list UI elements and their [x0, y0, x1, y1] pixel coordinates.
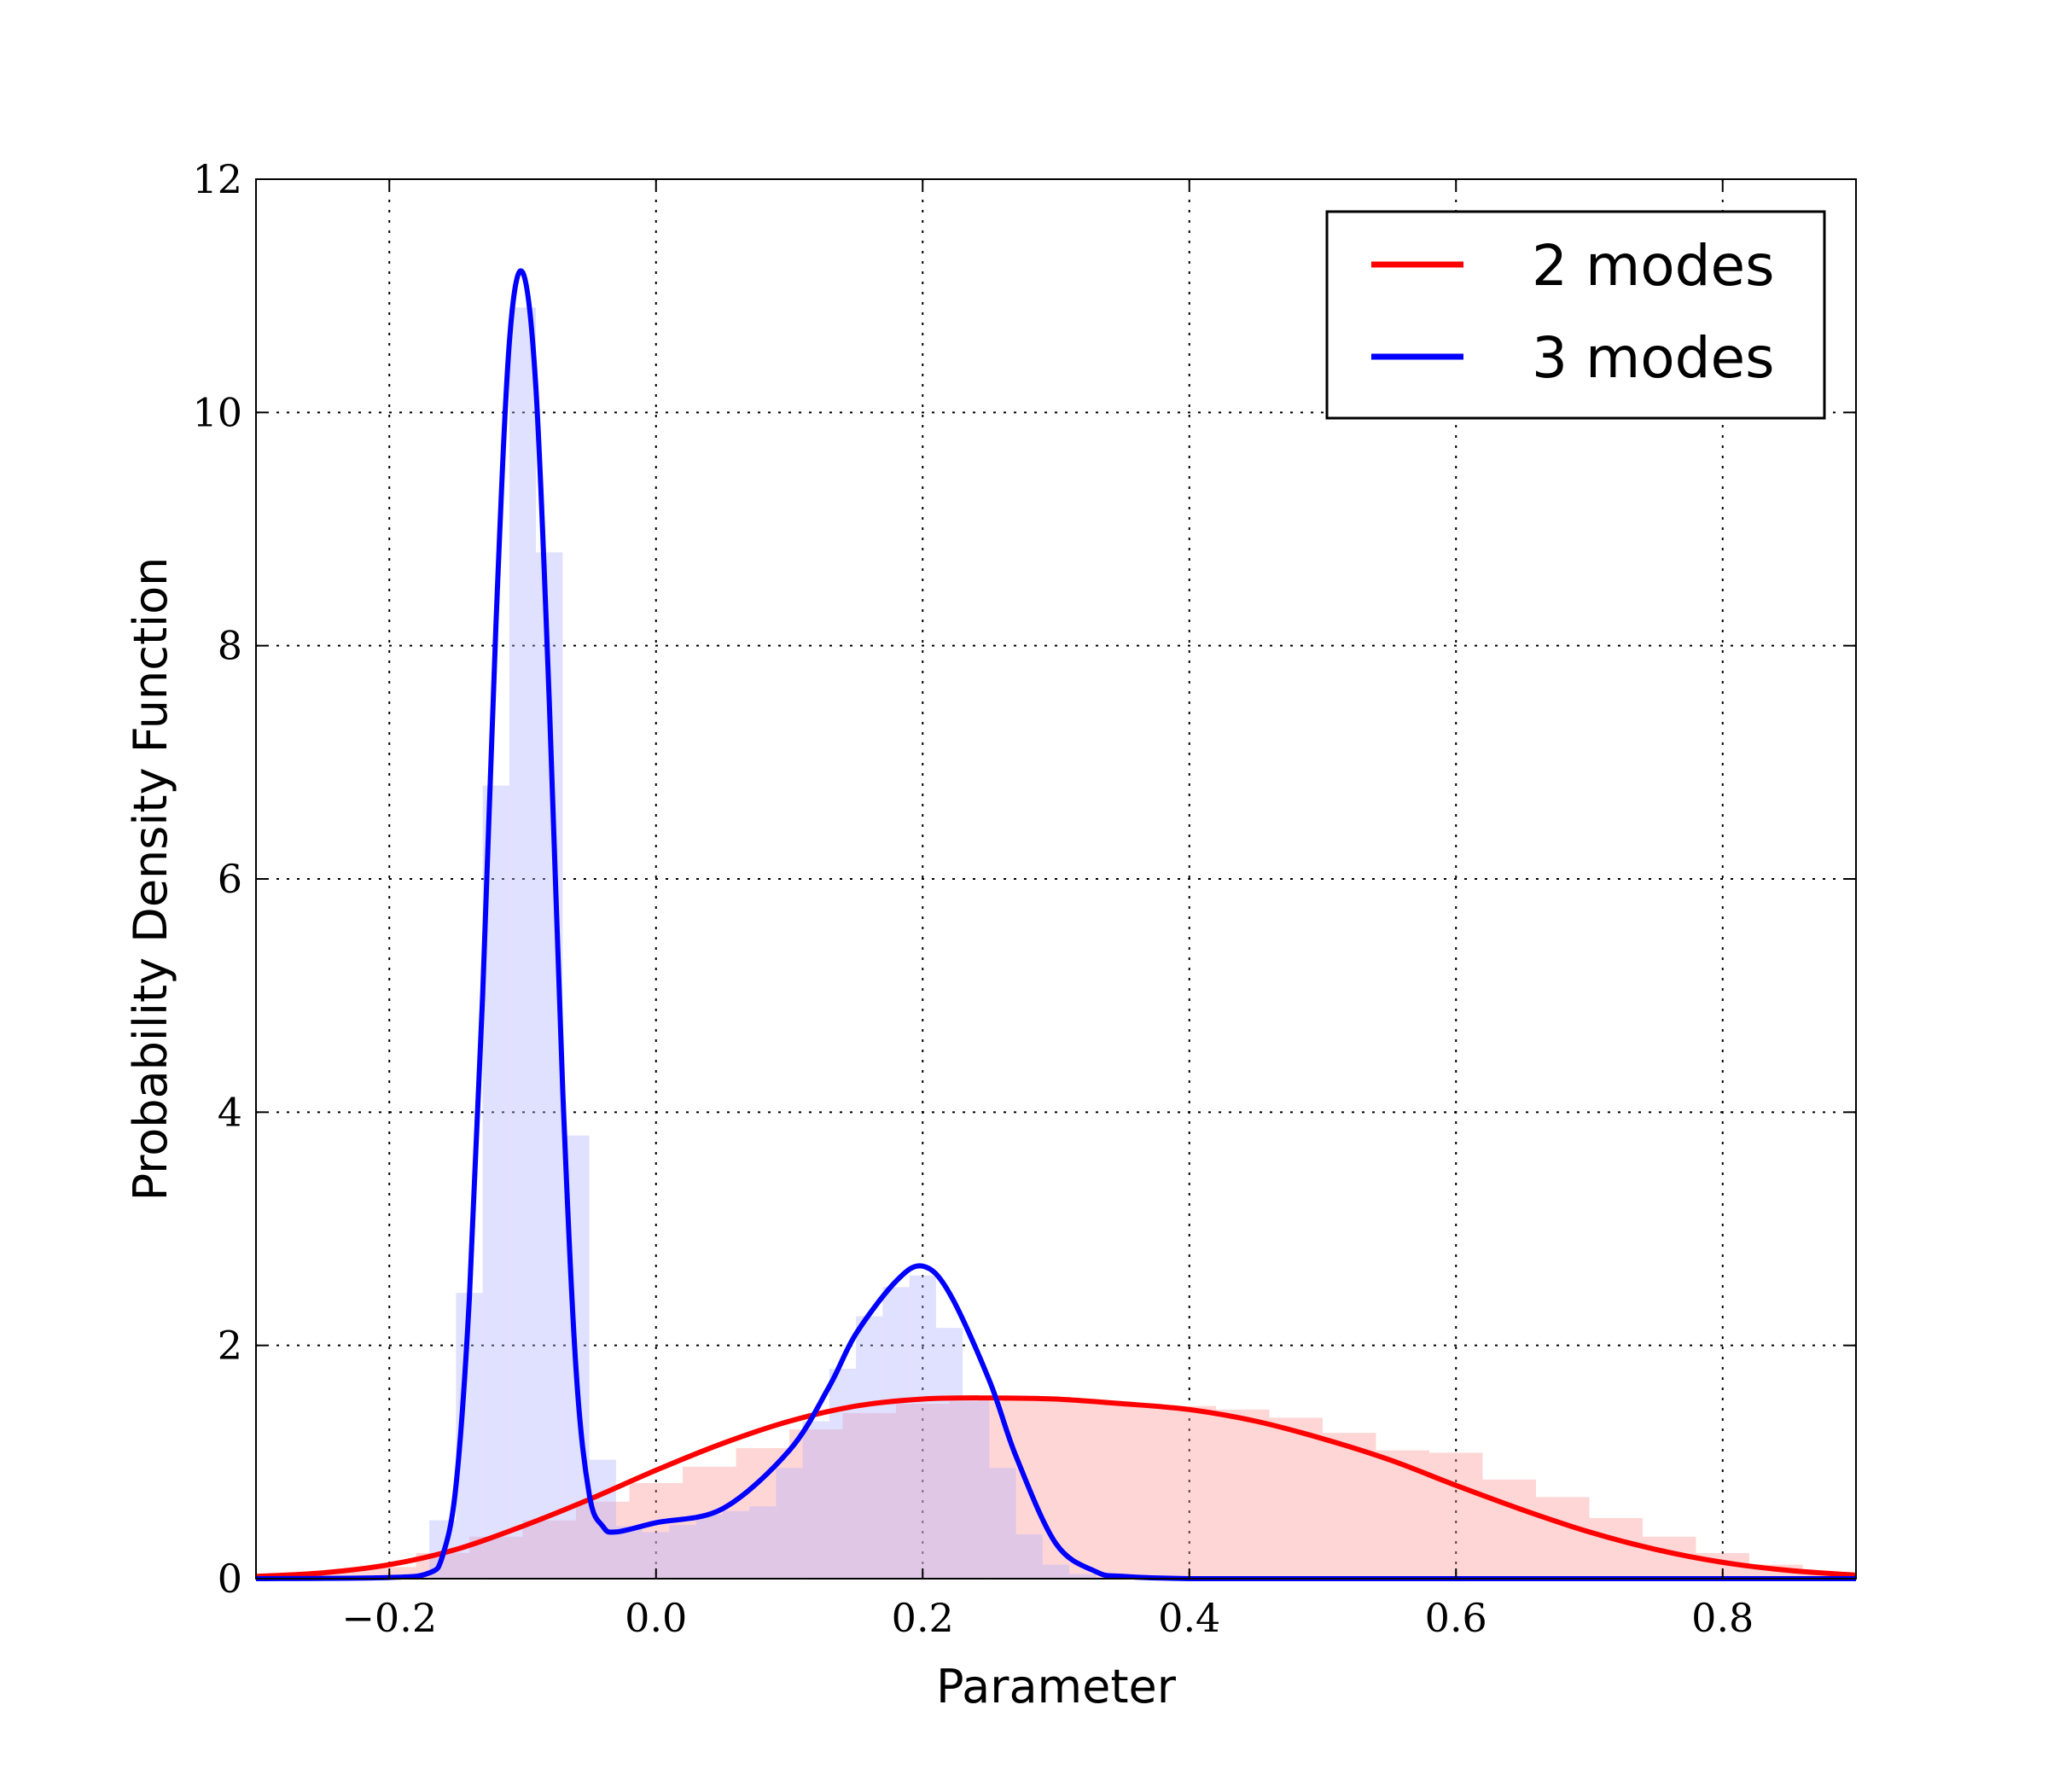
histogram-bar-2 — [1042, 1564, 1070, 1579]
histogram-bar-2 — [989, 1468, 1016, 1579]
x-tick-label: 0.6 — [1425, 1595, 1487, 1641]
histogram-bar-1 — [576, 1501, 630, 1579]
y-tick-label: 2 — [218, 1323, 242, 1369]
histogram-bar-2 — [909, 1275, 936, 1579]
histogram-bar-1 — [1162, 1405, 1216, 1579]
density-curves — [255, 268, 1857, 1582]
histogram-bar-2 — [615, 1526, 643, 1579]
histogram-bar-1 — [1482, 1479, 1536, 1579]
y-axis-label: Probability Density Function — [124, 557, 177, 1201]
histogram-bar-2 — [722, 1510, 750, 1579]
series-line-1 — [255, 1395, 1857, 1580]
histogram-bar-2 — [509, 307, 537, 1579]
y-tick-label: 8 — [218, 623, 242, 669]
histogram-bar-2 — [749, 1506, 777, 1579]
histogram-bar-1 — [1056, 1399, 1109, 1579]
histogram-bar-1 — [1429, 1452, 1483, 1579]
histogram-bar-1 — [1269, 1417, 1323, 1579]
histogram-bar-2 — [1069, 1574, 1097, 1579]
histogram-bar-2 — [935, 1328, 963, 1579]
histogram-bar-2 — [963, 1398, 990, 1579]
legend-box — [1325, 210, 1826, 420]
histograms — [256, 307, 1856, 1580]
histogram-bar-1 — [1323, 1433, 1376, 1579]
histogram-bar-1 — [683, 1466, 736, 1579]
histogram-bar-1 — [789, 1429, 843, 1579]
histogram-bar-2 — [829, 1369, 857, 1579]
y-tick-label: 4 — [218, 1089, 242, 1135]
histogram-bar-2 — [776, 1468, 803, 1579]
histogram-bar-1 — [949, 1401, 1003, 1579]
legend: 2 modes 3 modes — [1325, 210, 1826, 420]
y-tick-label: 12 — [192, 156, 242, 202]
axis-ticks: −0.2 0.0 0.2 0.4 0.6 0.8 0 2 4 6 8 10 12 — [192, 156, 1856, 1641]
histogram-bar-1 — [1589, 1517, 1643, 1579]
legend-label-1: 2 modes — [1532, 233, 1775, 299]
histogram-bar-2 — [1015, 1534, 1043, 1579]
legend-label-2: 3 modes — [1532, 325, 1775, 391]
histogram-bar-1 — [1109, 1404, 1163, 1579]
histogram-bar-1 — [896, 1404, 950, 1579]
x-tick-label: 0.2 — [892, 1595, 954, 1641]
x-tick-label: 0.8 — [1691, 1595, 1754, 1641]
y-tick-label: 6 — [218, 856, 242, 902]
histogram-bar-1 — [1536, 1497, 1590, 1579]
y-tick-label: 0 — [218, 1556, 242, 1602]
histogram-bar-1 — [309, 1571, 363, 1579]
histogram-bar-2 — [669, 1525, 696, 1579]
histogram-bar-1 — [629, 1482, 683, 1579]
histogram-bar-1 — [842, 1412, 896, 1579]
histogram-bar-2 — [802, 1421, 829, 1579]
y-tick-label: 10 — [192, 389, 242, 435]
histogram-bar-2 — [589, 1459, 616, 1579]
histogram-bar-2 — [695, 1514, 723, 1579]
histogram-bar-1 — [736, 1447, 789, 1579]
x-tick-label: −0.2 — [341, 1595, 437, 1641]
histogram-bar-2 — [856, 1316, 883, 1579]
histogram-bar-1 — [1216, 1409, 1270, 1579]
series-line-2 — [255, 268, 1856, 1582]
x-axis-label: Parameter — [936, 1660, 1177, 1713]
x-tick-label: 0.4 — [1158, 1595, 1220, 1641]
x-tick-label: 0.0 — [625, 1595, 687, 1641]
histogram-bar-1 — [522, 1520, 576, 1579]
histogram-bar-2 — [882, 1287, 910, 1579]
